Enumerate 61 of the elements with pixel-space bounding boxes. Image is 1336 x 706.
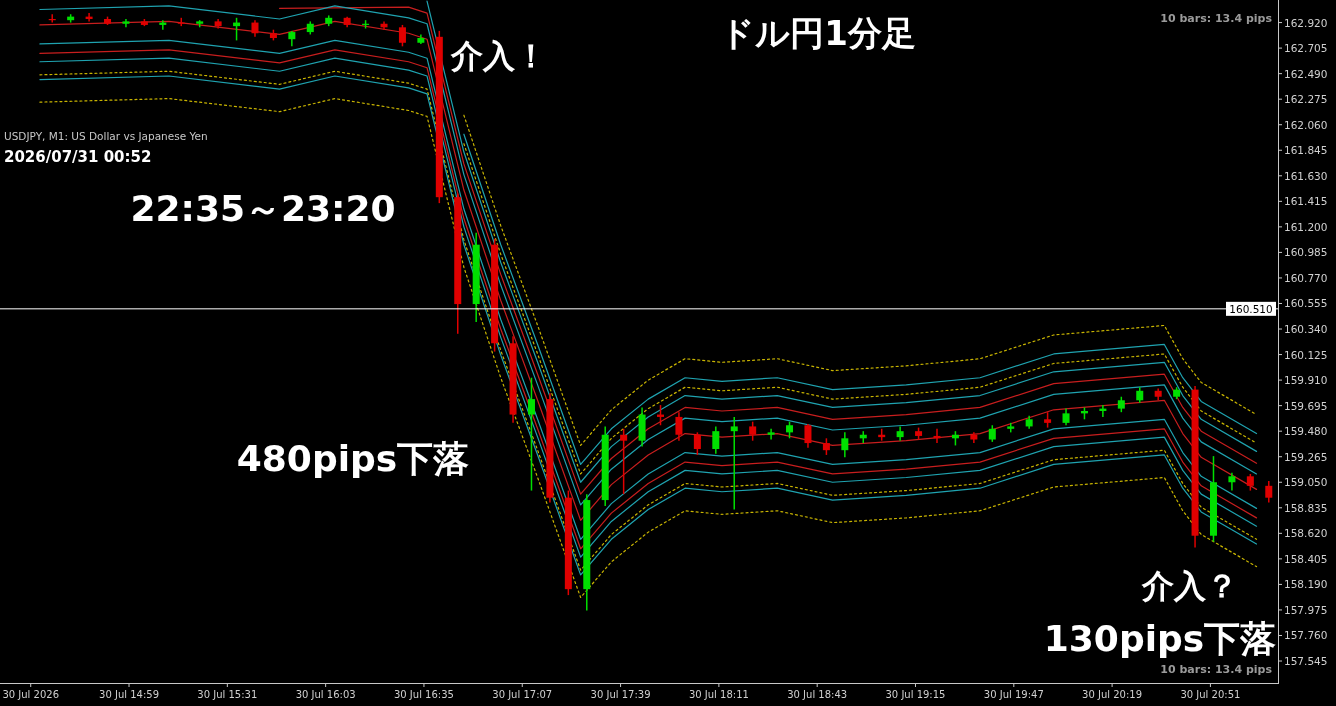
y-tick-label: 158.620 [1284,527,1328,540]
y-tick-label: 157.760 [1284,629,1328,642]
candlestick [398,24,406,48]
y-tick-label: 160.125 [1284,348,1328,361]
y-tick-label: 159.910 [1284,374,1328,387]
y-tick-label: 161.630 [1284,169,1328,182]
y-tick-label: 160.340 [1284,323,1328,336]
y-tick-label: 162.705 [1284,42,1328,55]
x-tick-label: 30 Jul 16:03 [295,689,356,700]
x-tick-label: 30 Jul 19:47 [983,689,1044,700]
y-tick-label: 159.695 [1284,399,1328,412]
candlestick [527,376,535,492]
candlestick [730,416,738,511]
candlestick [712,425,720,455]
y-tick-label: 161.845 [1284,144,1328,157]
annotation: 介入！ [450,36,548,75]
x-tick-label: 30 Jul 17:39 [590,689,651,700]
candlestick [749,420,757,442]
annotation: 10 bars: 13.4 pips [1160,663,1273,676]
y-tick-label: 160.985 [1284,246,1328,259]
candlestick [620,428,628,495]
candlestick [804,423,812,449]
x-tick-label: 30 Jul 19:15 [885,689,946,700]
x-tick-label: 30 Jul 20:51 [1180,689,1241,700]
chart-title: ドル円1分足 [720,13,916,53]
candlestick [841,431,849,459]
x-tick-label: 30 Jul 17:07 [492,689,553,700]
annotation: USDJPY, M1: US Dollar vs Japanese Yen [4,130,208,142]
annotation: 130pips下落 [1043,618,1277,659]
candlestick [1265,480,1273,504]
x-tick-label: 30 Jul 14:59 [99,689,160,700]
x-tick-label: 30 Jul 20:19 [1082,689,1143,700]
y-tick-label: 160.555 [1284,297,1328,310]
y-tick-label: 160.770 [1284,271,1328,284]
annotation: 480pips下落 [236,438,470,479]
ref-line-label: 160.510 [1229,302,1273,315]
y-tick-label: 157.545 [1284,655,1328,668]
annotation: 22:35～23:20 [130,188,396,229]
x-tick-label: 30 Jul 18:43 [787,689,848,700]
y-tick-label: 159.050 [1284,476,1328,489]
candlestick [693,431,701,456]
y-tick-label: 161.415 [1284,195,1328,208]
y-tick-label: 158.405 [1284,552,1328,565]
y-tick-label: 159.480 [1284,425,1328,438]
x-tick-label: 30 Jul 18:11 [688,689,749,700]
y-tick-label: 159.265 [1284,450,1328,463]
annotation: 10 bars: 13.4 pips [1160,12,1273,25]
y-tick-label: 158.835 [1284,501,1328,514]
candlestick [675,411,683,442]
annotation: 2026/07/31 00:52 [4,148,152,166]
y-tick-label: 162.060 [1284,118,1328,131]
x-tick-label: 30 Jul 2026 [2,689,60,700]
x-tick-label: 30 Jul 15:31 [197,689,258,700]
y-tick-label: 162.920 [1284,16,1328,29]
y-tick-label: 162.275 [1284,93,1328,106]
y-tick-label: 157.975 [1284,603,1328,616]
y-tick-label: 161.200 [1284,220,1328,233]
y-tick-label: 162.490 [1284,67,1328,80]
annotation: 介入？ [1141,567,1238,605]
y-tick-label: 158.190 [1284,578,1328,591]
x-tick-label: 30 Jul 16:35 [393,689,454,700]
